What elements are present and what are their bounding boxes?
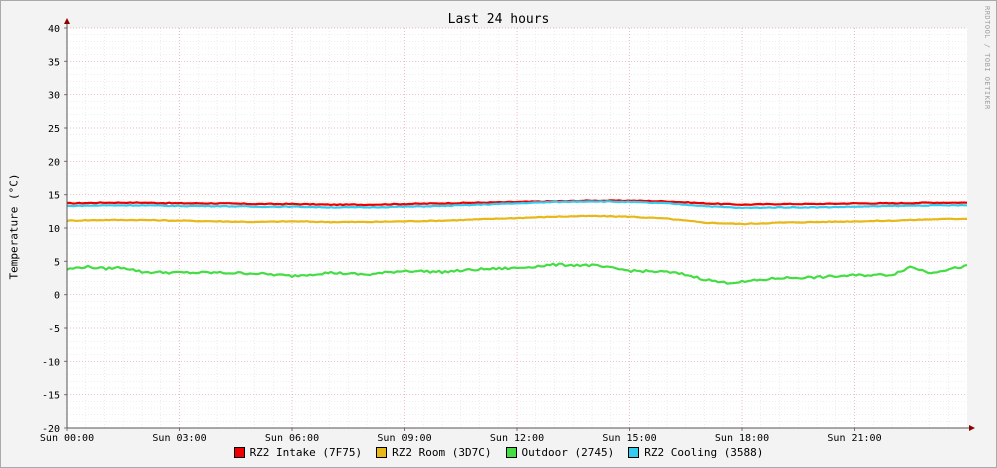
legend-item: RZ2 Room (3D7C) [376, 446, 492, 459]
x-tick-label: Sun 12:00 [490, 433, 544, 444]
legend-swatch [376, 447, 388, 458]
y-tick-label: 20 [48, 157, 60, 168]
y-tick-label: 40 [48, 24, 60, 35]
y-tick-label: -20 [42, 424, 60, 435]
y-tick-label: -15 [42, 391, 60, 402]
x-tick-label: Sun 00:00 [40, 433, 94, 444]
x-tick-label: Sun 18:00 [715, 433, 769, 444]
x-tick-label: Sun 21:00 [827, 433, 881, 444]
legend-item: RZ2 Intake (7F75) [233, 446, 363, 459]
x-tick-label: Sun 15:00 [602, 433, 656, 444]
x-tick-label: Sun 09:00 [377, 433, 431, 444]
y-tick-label: 35 [48, 57, 60, 68]
legend-label: RZ2 Cooling (3588) [644, 446, 764, 459]
y-axis-arrow [64, 18, 70, 24]
series-line [66, 214, 967, 226]
chart-title: Last 24 hours [447, 12, 550, 27]
legend-swatch [505, 447, 517, 458]
legend-label: RZ2 Intake (7F75) [249, 446, 363, 459]
y-tick-label: 30 [48, 91, 60, 102]
rrdtool-watermark: RRDTOOL / TOBI OETIKER [983, 6, 991, 110]
legend-item: Outdoor (2745) [505, 446, 615, 459]
series-line [66, 200, 967, 210]
y-tick-label: 5 [54, 257, 60, 268]
y-tick-label: 15 [48, 191, 60, 202]
y-tick-label: 25 [48, 124, 60, 135]
x-axis-arrow [969, 425, 975, 431]
y-tick-label: -10 [42, 357, 60, 368]
legend-label: Outdoor (2745) [521, 446, 615, 459]
legend-label: RZ2 Room (3D7C) [392, 446, 492, 459]
y-tick-label: 10 [48, 224, 60, 235]
series-line [66, 199, 968, 207]
x-tick-label: Sun 06:00 [265, 433, 319, 444]
series-line [66, 262, 968, 285]
y-tick-label: -5 [48, 324, 60, 335]
legend-item: RZ2 Cooling (3588) [628, 446, 763, 459]
x-tick-label: Sun 03:00 [152, 433, 206, 444]
y-tick-label: 0 [54, 291, 60, 302]
chart-legend: RZ2 Intake (7F75) RZ2 Room (3D7C) Outdoor … [0, 446, 997, 461]
legend-swatch [233, 447, 245, 458]
legend-swatch [628, 447, 640, 458]
